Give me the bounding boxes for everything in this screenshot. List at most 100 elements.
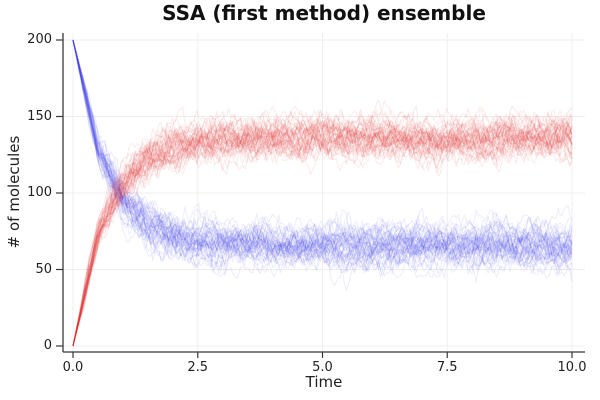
trajectory-decaying-species-blue (72, 39, 573, 277)
trajectory-rising-species-red (72, 110, 573, 347)
trajectory-decaying-species-blue (72, 39, 573, 268)
trajectory-rising-species-red (72, 108, 573, 347)
trajectory-decaying-species-blue (72, 39, 573, 264)
trajectory-decaying-species-blue (72, 39, 573, 276)
trajectory-rising-species-red (72, 118, 573, 347)
trajectory-decaying-species-blue (72, 39, 573, 268)
trajectory-decaying-species-blue (72, 39, 573, 277)
trajectory-rising-species-red (72, 105, 573, 347)
trajectory-rising-species-red (72, 108, 573, 347)
trajectory-rising-species-red (72, 115, 573, 347)
trajectory-rising-species-red (72, 115, 573, 347)
trajectory-rising-species-red (72, 112, 573, 347)
trajectory-rising-species-red (72, 107, 573, 347)
y-tick-label: 200 (27, 32, 52, 47)
trajectory-rising-species-red (72, 118, 573, 347)
trajectory-rising-species-red (72, 113, 573, 347)
trajectory-decaying-species-blue (72, 39, 573, 274)
trajectory-decaying-species-blue (72, 39, 573, 278)
trajectory-decaying-species-blue (72, 39, 573, 267)
trajectory-rising-species-red (72, 105, 573, 347)
trajectory-decaying-species-blue (72, 39, 573, 272)
trajectory-rising-species-red (72, 114, 573, 347)
trajectory-decaying-species-blue (72, 39, 573, 264)
trajectory-decaying-species-blue (72, 39, 573, 279)
trajectory-rising-species-red (72, 116, 573, 347)
trajectory-decaying-species-blue (72, 39, 573, 286)
trajectory-decaying-species-blue (72, 39, 573, 282)
trajectory-decaying-species-blue (72, 39, 573, 273)
trajectory-rising-species-red (72, 112, 573, 347)
trajectory-rising-species-red (72, 118, 573, 347)
trajectory-decaying-species-blue (72, 39, 573, 272)
trajectory-rising-species-red (72, 115, 573, 347)
x-tick-label: 0.0 (62, 360, 84, 375)
trajectory-decaying-species-blue (72, 39, 573, 267)
trajectory-decaying-species-blue (72, 39, 573, 278)
trajectory-decaying-species-blue (72, 39, 573, 279)
trajectory-rising-species-red (72, 107, 573, 347)
trajectory-rising-species-red (72, 114, 573, 347)
trajectory-rising-species-red (72, 105, 573, 347)
trajectory-rising-species-red (72, 114, 573, 347)
trajectory-decaying-species-blue (72, 39, 573, 272)
trajectory-rising-species-red (72, 118, 573, 347)
trajectory-rising-species-red (72, 109, 573, 347)
trajectory-decaying-species-blue (72, 39, 573, 264)
trajectory-rising-species-red (72, 120, 573, 347)
trajectory-decaying-species-blue (72, 39, 573, 267)
trajectory-decaying-species-blue (72, 39, 573, 274)
trajectory-rising-species-red (72, 114, 573, 347)
trajectory-decaying-species-blue (72, 39, 573, 291)
trajectory-rising-species-red (72, 99, 573, 347)
trajectory-decaying-species-blue (72, 39, 573, 270)
x-axis-label: Time (305, 373, 343, 391)
trajectory-rising-species-red (72, 114, 573, 347)
trajectory-decaying-species-blue (72, 39, 573, 275)
y-tick-label: 50 (35, 261, 52, 277)
trajectory-decaying-species-blue (72, 39, 573, 279)
trajectory-rising-species-red (72, 116, 573, 347)
trajectory-decaying-species-blue (72, 39, 573, 276)
trajectory-rising-species-red (72, 105, 573, 347)
trajectory-decaying-species-blue (72, 39, 573, 283)
y-tick-label: 0 (43, 338, 52, 353)
trajectory-decaying-species-blue (72, 39, 573, 277)
trajectory-rising-species-red (72, 109, 573, 347)
trajectory-rising-species-red (72, 108, 573, 347)
trajectory-decaying-species-blue (72, 39, 573, 268)
trajectory-decaying-species-blue (72, 39, 573, 274)
trajectory-decaying-species-blue (72, 39, 573, 276)
trajectory-decaying-species-blue (72, 39, 573, 272)
trajectory-rising-species-red (72, 116, 573, 347)
trajectory-rising-species-red (72, 113, 573, 347)
x-tick-label: 7.5 (436, 360, 458, 375)
y-tick-label: 150 (27, 108, 52, 124)
trajectory-decaying-species-blue (72, 39, 573, 264)
trajectory-rising-species-red (72, 113, 573, 347)
trajectory-rising-species-red (72, 119, 573, 347)
trajectory-rising-species-red (72, 99, 573, 347)
trajectory-rising-species-red (72, 114, 573, 347)
chart-title: SSA (first method) ensemble (162, 1, 486, 25)
trajectory-decaying-species-blue (72, 39, 573, 276)
trajectory-decaying-species-blue (72, 39, 573, 275)
trajectory-decaying-species-blue (72, 39, 573, 269)
trajectory-rising-species-red (72, 115, 573, 347)
trajectory-rising-species-red (72, 119, 573, 347)
trajectory-decaying-species-blue (72, 39, 573, 267)
trajectory-decaying-species-blue (72, 39, 573, 264)
trajectory-rising-species-red (72, 114, 573, 347)
x-tick-label: 10.0 (557, 360, 587, 375)
trajectory-rising-species-red (72, 109, 573, 347)
trajectory-rising-species-red (72, 109, 573, 347)
trajectory-decaying-species-blue (72, 39, 573, 273)
trajectory-decaying-species-blue (72, 39, 573, 269)
trajectory-decaying-species-blue (72, 39, 573, 273)
trajectory-decaying-species-blue (72, 39, 573, 272)
trajectory-rising-species-red (72, 121, 573, 347)
trajectory-rising-species-red (72, 106, 573, 347)
trajectory-rising-species-red (72, 114, 573, 347)
